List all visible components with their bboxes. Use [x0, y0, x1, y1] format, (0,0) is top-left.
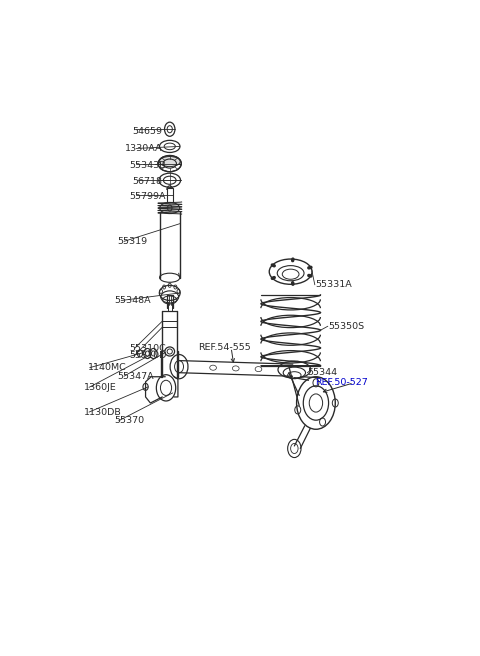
Text: 56718: 56718: [132, 176, 163, 186]
Text: 1140MC: 1140MC: [88, 363, 127, 372]
Text: 55370: 55370: [114, 416, 144, 425]
Text: 55348A: 55348A: [114, 296, 151, 305]
Text: 54659: 54659: [132, 127, 163, 136]
Text: REF.50-527: REF.50-527: [315, 379, 368, 387]
Text: 1360JE: 1360JE: [84, 383, 117, 392]
Text: 55347A: 55347A: [118, 372, 154, 380]
FancyBboxPatch shape: [167, 188, 173, 202]
Text: 55344: 55344: [307, 368, 337, 377]
Text: 55310D: 55310D: [129, 351, 166, 360]
Text: 55799A: 55799A: [129, 192, 165, 201]
Text: 55310C: 55310C: [129, 344, 166, 353]
Text: 55350S: 55350S: [328, 321, 364, 331]
Ellipse shape: [159, 157, 180, 167]
Text: 55343B: 55343B: [129, 161, 166, 170]
Text: 1330AA: 1330AA: [125, 144, 163, 153]
Text: REF.54-555: REF.54-555: [198, 343, 251, 352]
Text: 55331A: 55331A: [315, 280, 351, 289]
Text: 1130DB: 1130DB: [84, 407, 122, 417]
Text: 55319: 55319: [118, 237, 148, 246]
